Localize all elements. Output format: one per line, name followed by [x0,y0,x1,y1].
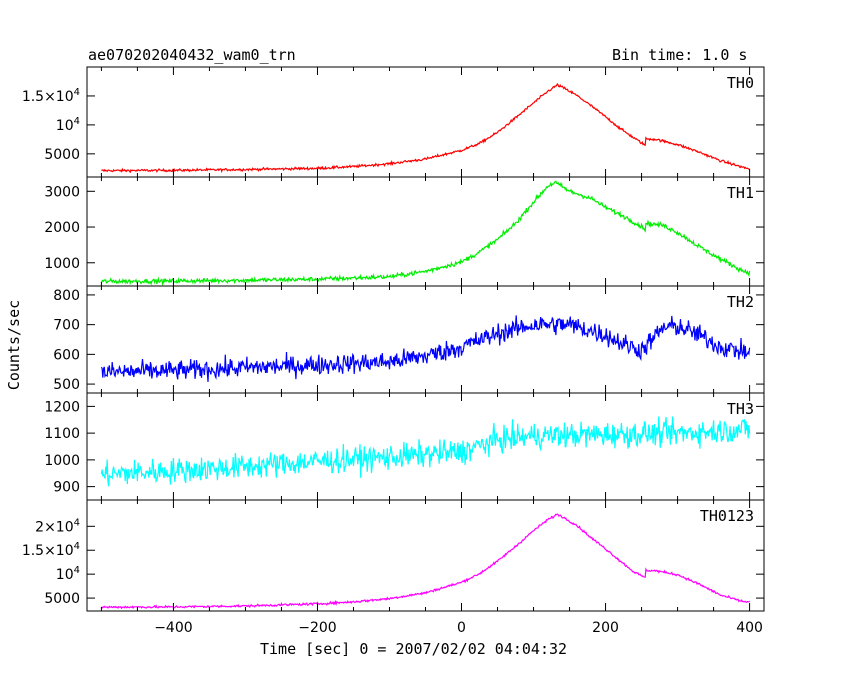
y-tick-label: 104 [56,116,80,134]
series-line-th0 [101,82,750,174]
series-line-th0123 [101,513,751,610]
x-tick-label: −400 [154,620,192,636]
y-tick-label: 1.5×104 [22,541,80,559]
bin-time-label: Bin time: 1.0 s [612,46,748,64]
y-tick-label: 1200 [44,399,80,415]
series-line-th1 [100,180,751,286]
y-tick-label: 800 [53,288,80,304]
panel-frame-th0 [86,66,765,178]
y-tick-label: 1.5×104 [22,87,80,105]
y-tick-label: 5000 [44,591,80,607]
series-line-th3 [100,416,751,487]
y-tick-label: 1000 [44,256,80,272]
y-tick-label: 700 [53,318,80,334]
panel-label-th3: TH3 [727,400,754,418]
x-tick-label: 400 [736,620,763,636]
y-tick-label: 104 [56,565,80,583]
panel-label-th0: TH0 [727,74,754,92]
y-tick-label: 3000 [44,184,80,200]
panel-label-th1: TH1 [727,184,754,202]
y-tick-label: 900 [53,480,80,496]
x-tick-label: 200 [592,620,619,636]
x-tick-label: 0 [457,620,466,636]
y-tick-label: 5000 [44,147,80,163]
panel-frame-th1 [86,176,765,287]
panel-frame-th2 [86,285,765,394]
y-axis-label: Counts/sec [5,299,23,391]
y-tick-label: 2000 [44,220,80,236]
y-tick-label: 600 [53,347,80,363]
x-axis-label: Time [sec] 0 = 2007/02/02 04:04:32 [260,640,568,658]
y-tick-label: 500 [53,377,80,393]
panel-label-th2: TH2 [727,293,754,311]
series-line-th2 [100,315,751,382]
y-tick-label: 1100 [44,426,80,442]
y-tick-label: 2×104 [35,517,80,535]
panel-frame-th0123 [86,499,765,612]
chart-title: ae070202040432_wam0_trn [88,46,296,64]
panel-frame-th3 [86,392,765,501]
panel-label-th0123: TH0123 [700,507,754,525]
y-tick-label: 1000 [44,453,80,469]
x-tick-label: −200 [298,620,336,636]
